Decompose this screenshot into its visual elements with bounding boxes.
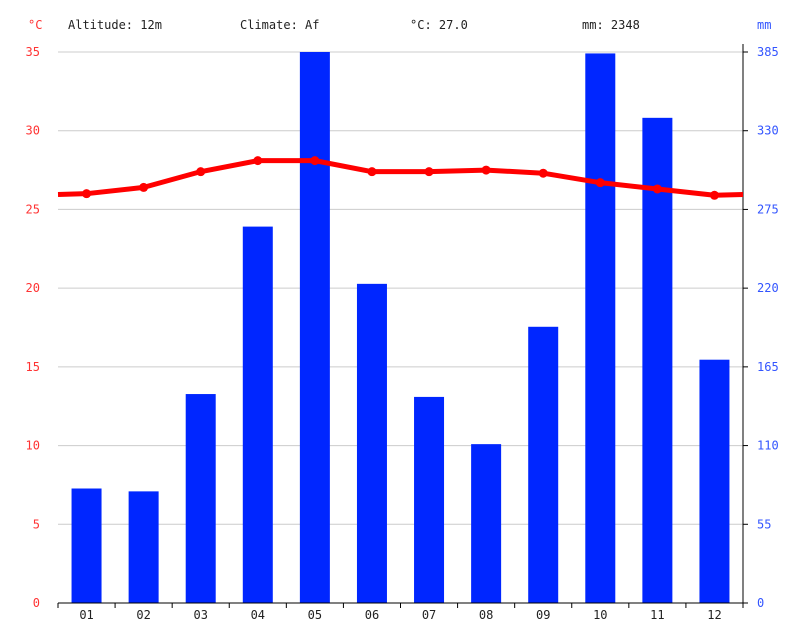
x-tick-label: 12 — [707, 608, 721, 622]
x-tick-label: 11 — [650, 608, 664, 622]
altitude-label: Altitude: 12m — [68, 18, 162, 32]
x-tick-label: 09 — [536, 608, 550, 622]
precip-bar — [414, 396, 445, 603]
left-unit-label: °C — [28, 18, 42, 32]
y-left-tick-label: 5 — [33, 517, 40, 531]
temperature-point — [424, 167, 434, 177]
y-left-tick-label: 35 — [26, 45, 40, 59]
precip-bar — [699, 359, 730, 603]
y-right-tick-label: 55 — [757, 517, 771, 531]
precip-bar — [585, 53, 616, 604]
avg-temp-label: °C: 27.0 — [410, 18, 468, 32]
precip-bar — [528, 326, 559, 603]
y-right-tick-label: 110 — [757, 439, 779, 453]
x-tick-label: 04 — [251, 608, 265, 622]
precip-bar — [185, 394, 216, 603]
y-left-tick-label: 15 — [26, 360, 40, 374]
x-tick-label: 08 — [479, 608, 493, 622]
y-left-tick-label: 30 — [26, 124, 40, 138]
x-tick-label: 06 — [365, 608, 379, 622]
y-left-tick-label: 20 — [26, 281, 40, 295]
temperature-point — [253, 156, 263, 166]
precip-bar — [471, 444, 502, 603]
y-right-tick-label: 275 — [757, 202, 779, 216]
temperature-point — [538, 168, 548, 178]
precip-bar — [71, 488, 102, 603]
total-precip-label: mm: 2348 — [582, 18, 640, 32]
temperature-point — [709, 190, 719, 200]
precip-bar — [642, 117, 673, 603]
y-left-tick-label: 25 — [26, 202, 40, 216]
precip-bar — [299, 52, 330, 603]
temperature-point — [139, 182, 149, 192]
temperature-point — [310, 156, 320, 166]
temperature-point — [82, 189, 92, 199]
x-tick-label: 07 — [422, 608, 436, 622]
temperature-line — [57, 158, 744, 198]
x-tick-label: 10 — [593, 608, 607, 622]
temperature-point — [481, 165, 491, 175]
precip-bar — [242, 226, 273, 603]
temperature-point — [196, 167, 206, 177]
temperature-point — [652, 184, 662, 194]
climate-label: Climate: Af — [240, 18, 319, 32]
right-unit-label: mm — [757, 18, 771, 32]
temperature-point — [595, 178, 605, 188]
x-tick-label: 05 — [308, 608, 322, 622]
y-right-tick-label: 330 — [757, 124, 779, 138]
y-right-tick-label: 165 — [757, 360, 779, 374]
y-right-tick-label: 0 — [757, 596, 764, 610]
y-left-tick-label: 0 — [33, 596, 40, 610]
x-tick-label: 01 — [79, 608, 93, 622]
precip-bar — [356, 283, 387, 603]
x-tick-label: 02 — [136, 608, 150, 622]
y-right-tick-label: 385 — [757, 45, 779, 59]
precip-bar — [128, 491, 159, 603]
x-tick-label: 03 — [193, 608, 207, 622]
y-left-tick-label: 10 — [26, 439, 40, 453]
y-right-tick-label: 220 — [757, 281, 779, 295]
temperature-point — [367, 167, 377, 177]
